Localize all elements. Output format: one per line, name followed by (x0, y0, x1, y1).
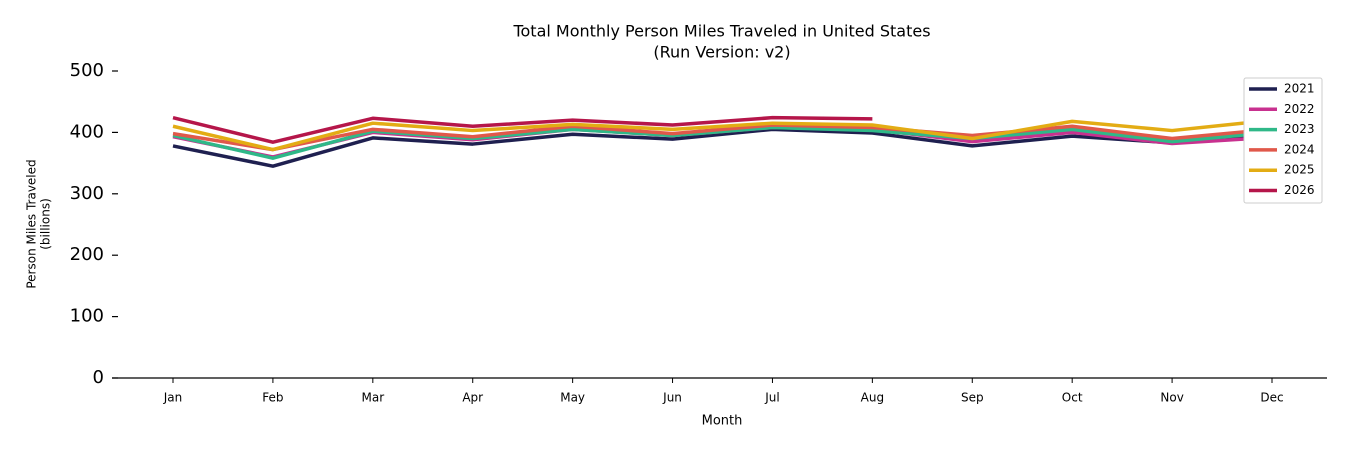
x-tick-label: May (560, 391, 585, 405)
y-tick-label: 100 (70, 306, 104, 327)
x-tick-label: Jul (764, 391, 779, 405)
line-series (172, 115, 873, 144)
legend-label: 2023 (1284, 122, 1315, 136)
line-series (172, 127, 1273, 168)
y-tick-label: 0 (93, 367, 104, 388)
chart-subtitle: (Run Version: v2) (653, 43, 790, 62)
line-series (172, 118, 1273, 152)
y-axis-label-line: (billions) (39, 198, 53, 250)
line-series (172, 123, 1273, 152)
x-tick-label: Apr (462, 391, 483, 405)
x-tick-label: Aug (861, 391, 884, 405)
x-tick-label: Mar (361, 391, 384, 405)
y-tick-label: 500 (70, 60, 104, 81)
x-tick-label: Oct (1062, 391, 1083, 405)
y-tick-label: 400 (70, 121, 104, 142)
x-tick-label: Feb (262, 391, 283, 405)
legend-label: 2021 (1284, 82, 1315, 96)
y-tick-label: 200 (70, 244, 104, 265)
y-axis-label-line: Person Miles Traveled (25, 159, 39, 288)
x-tick-label: Sep (961, 391, 984, 405)
x-tick-label: Jun (662, 391, 682, 405)
x-axis-label: Month (702, 414, 743, 429)
x-tick-label: Jan (163, 391, 183, 405)
x-tick-label: Nov (1160, 391, 1183, 405)
chart-title: Total Monthly Person Miles Traveled in U… (512, 22, 930, 41)
legend-label: 2024 (1284, 142, 1315, 156)
legend-label: 2026 (1284, 183, 1315, 197)
x-tick-label: Dec (1260, 391, 1283, 405)
legend: 2021 2022 2023 2024 2025 2026 (1243, 77, 1323, 204)
y-tick-label: 300 (70, 183, 104, 204)
y-axis-label: Person Miles Traveled (billions) (25, 159, 53, 288)
legend-label: 2022 (1284, 102, 1315, 116)
line-series (172, 125, 1273, 160)
legend-label: 2025 (1284, 163, 1315, 177)
